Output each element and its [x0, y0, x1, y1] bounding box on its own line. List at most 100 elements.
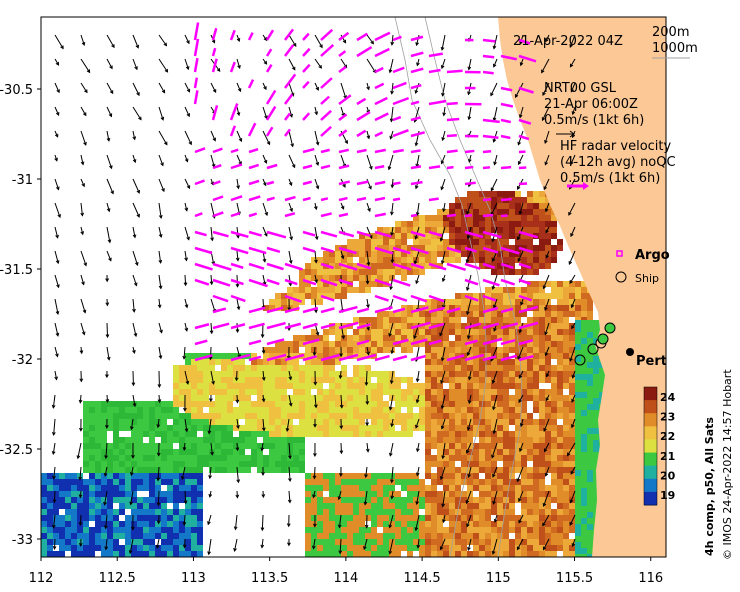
- sst-cell: [593, 398, 599, 404]
- sst-cell: [329, 251, 335, 257]
- sst-cell: [449, 467, 455, 473]
- model-arrow: [417, 538, 420, 548]
- sst-cell: [581, 305, 587, 311]
- sst-cell: [461, 239, 467, 245]
- model-arrowhead: [367, 208, 371, 213]
- radar-arrow: [374, 112, 389, 122]
- sst-cell: [545, 539, 551, 545]
- radar-arrow: [518, 262, 532, 269]
- sst-cell: [551, 491, 557, 497]
- sst-cell: [395, 257, 401, 263]
- sst-cell: [467, 239, 473, 245]
- sst-cell: [563, 311, 569, 317]
- radar-arrow: [265, 48, 273, 57]
- radar-arrow: [248, 339, 262, 346]
- sst-cell: [359, 275, 365, 281]
- sst-cell: [371, 407, 377, 413]
- sst-cell: [443, 533, 449, 539]
- model-arrow: [572, 538, 576, 547]
- model-arrow: [518, 370, 524, 379]
- sst-cell: [527, 389, 533, 395]
- sst-cell: [305, 539, 311, 545]
- model-arrowhead: [135, 44, 140, 49]
- x-tick-label: 113.5: [251, 571, 288, 586]
- sst-cell: [551, 287, 557, 293]
- sst-cell: [515, 425, 521, 431]
- sst-cell: [449, 551, 455, 557]
- sst-cell: [569, 299, 575, 305]
- sst-cell: [161, 533, 167, 539]
- sst-cell: [413, 383, 419, 389]
- sst-cell: [239, 437, 245, 443]
- sst-cell: [461, 227, 467, 233]
- sst-cell: [449, 347, 455, 353]
- sst-cell: [545, 359, 551, 365]
- sst-cell: [143, 521, 149, 527]
- model-arrowhead: [570, 470, 574, 475]
- sst-cell: [485, 533, 491, 539]
- model-arrow: [415, 82, 420, 94]
- sst-cell: [383, 311, 389, 317]
- sst-cell: [377, 329, 383, 335]
- sst-cell: [521, 329, 527, 335]
- sst-cell: [461, 521, 467, 527]
- sst-cell: [71, 533, 77, 539]
- radar-arrow: [482, 262, 496, 269]
- sst-cell: [269, 389, 275, 395]
- sst-cell: [473, 509, 479, 515]
- sst-cell: [395, 407, 401, 413]
- radar-arrow: [482, 306, 499, 314]
- sst-cell: [371, 527, 377, 533]
- model-arrowhead: [413, 335, 417, 340]
- sst-cell: [125, 449, 131, 455]
- sst-cell: [503, 419, 509, 425]
- model-arrowhead: [291, 66, 296, 71]
- model-arrow: [106, 394, 109, 403]
- radar-arrow: [266, 338, 285, 346]
- model-arrow: [158, 250, 162, 263]
- sst-cell: [101, 467, 107, 473]
- model-arrow: [158, 106, 164, 121]
- model-arrow: [288, 466, 291, 482]
- sst-cell: [179, 395, 185, 401]
- sst-cell: [125, 479, 131, 485]
- sst-cell: [191, 503, 197, 509]
- sst-cell: [377, 269, 383, 275]
- model-arrowhead: [415, 280, 419, 285]
- sst-cell: [533, 287, 539, 293]
- sst-cell: [515, 335, 521, 341]
- sst-cell: [461, 359, 467, 365]
- sst-cell: [503, 251, 509, 257]
- radar-arrow: [248, 322, 265, 330]
- sst-cell: [155, 533, 161, 539]
- sst-cell: [149, 437, 155, 443]
- model-arrowhead: [519, 448, 523, 453]
- sst-cell: [359, 431, 365, 437]
- sst-cell: [533, 353, 539, 359]
- sst-cell: [227, 431, 233, 437]
- model-arrow: [442, 298, 446, 308]
- sst-cell: [395, 251, 401, 257]
- sst-cell: [539, 263, 545, 269]
- sst-cell: [407, 233, 413, 239]
- model-arrow: [441, 154, 446, 164]
- model-arrow: [262, 418, 265, 431]
- sst-cell: [521, 269, 527, 275]
- model-arrow: [236, 34, 240, 42]
- sst-cell: [173, 425, 179, 431]
- sst-cell: [293, 407, 299, 413]
- sst-cell: [563, 419, 569, 425]
- sst-cell: [437, 515, 443, 521]
- sst-cell: [131, 503, 137, 509]
- sst-cell: [221, 461, 227, 467]
- sst-cell: [419, 269, 425, 275]
- radar-arrow: [302, 338, 320, 346]
- sst-cell: [335, 509, 341, 515]
- sst-cell: [395, 377, 401, 383]
- model-arrowhead: [366, 351, 370, 356]
- sst-cell: [521, 245, 527, 251]
- model-arrow: [53, 418, 56, 435]
- model-arrowhead: [263, 37, 268, 42]
- sst-cell: [173, 461, 179, 467]
- model-arrowhead: [107, 239, 112, 244]
